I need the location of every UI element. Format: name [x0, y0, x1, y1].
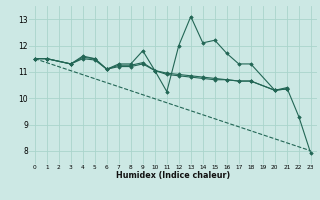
X-axis label: Humidex (Indice chaleur): Humidex (Indice chaleur)	[116, 171, 230, 180]
